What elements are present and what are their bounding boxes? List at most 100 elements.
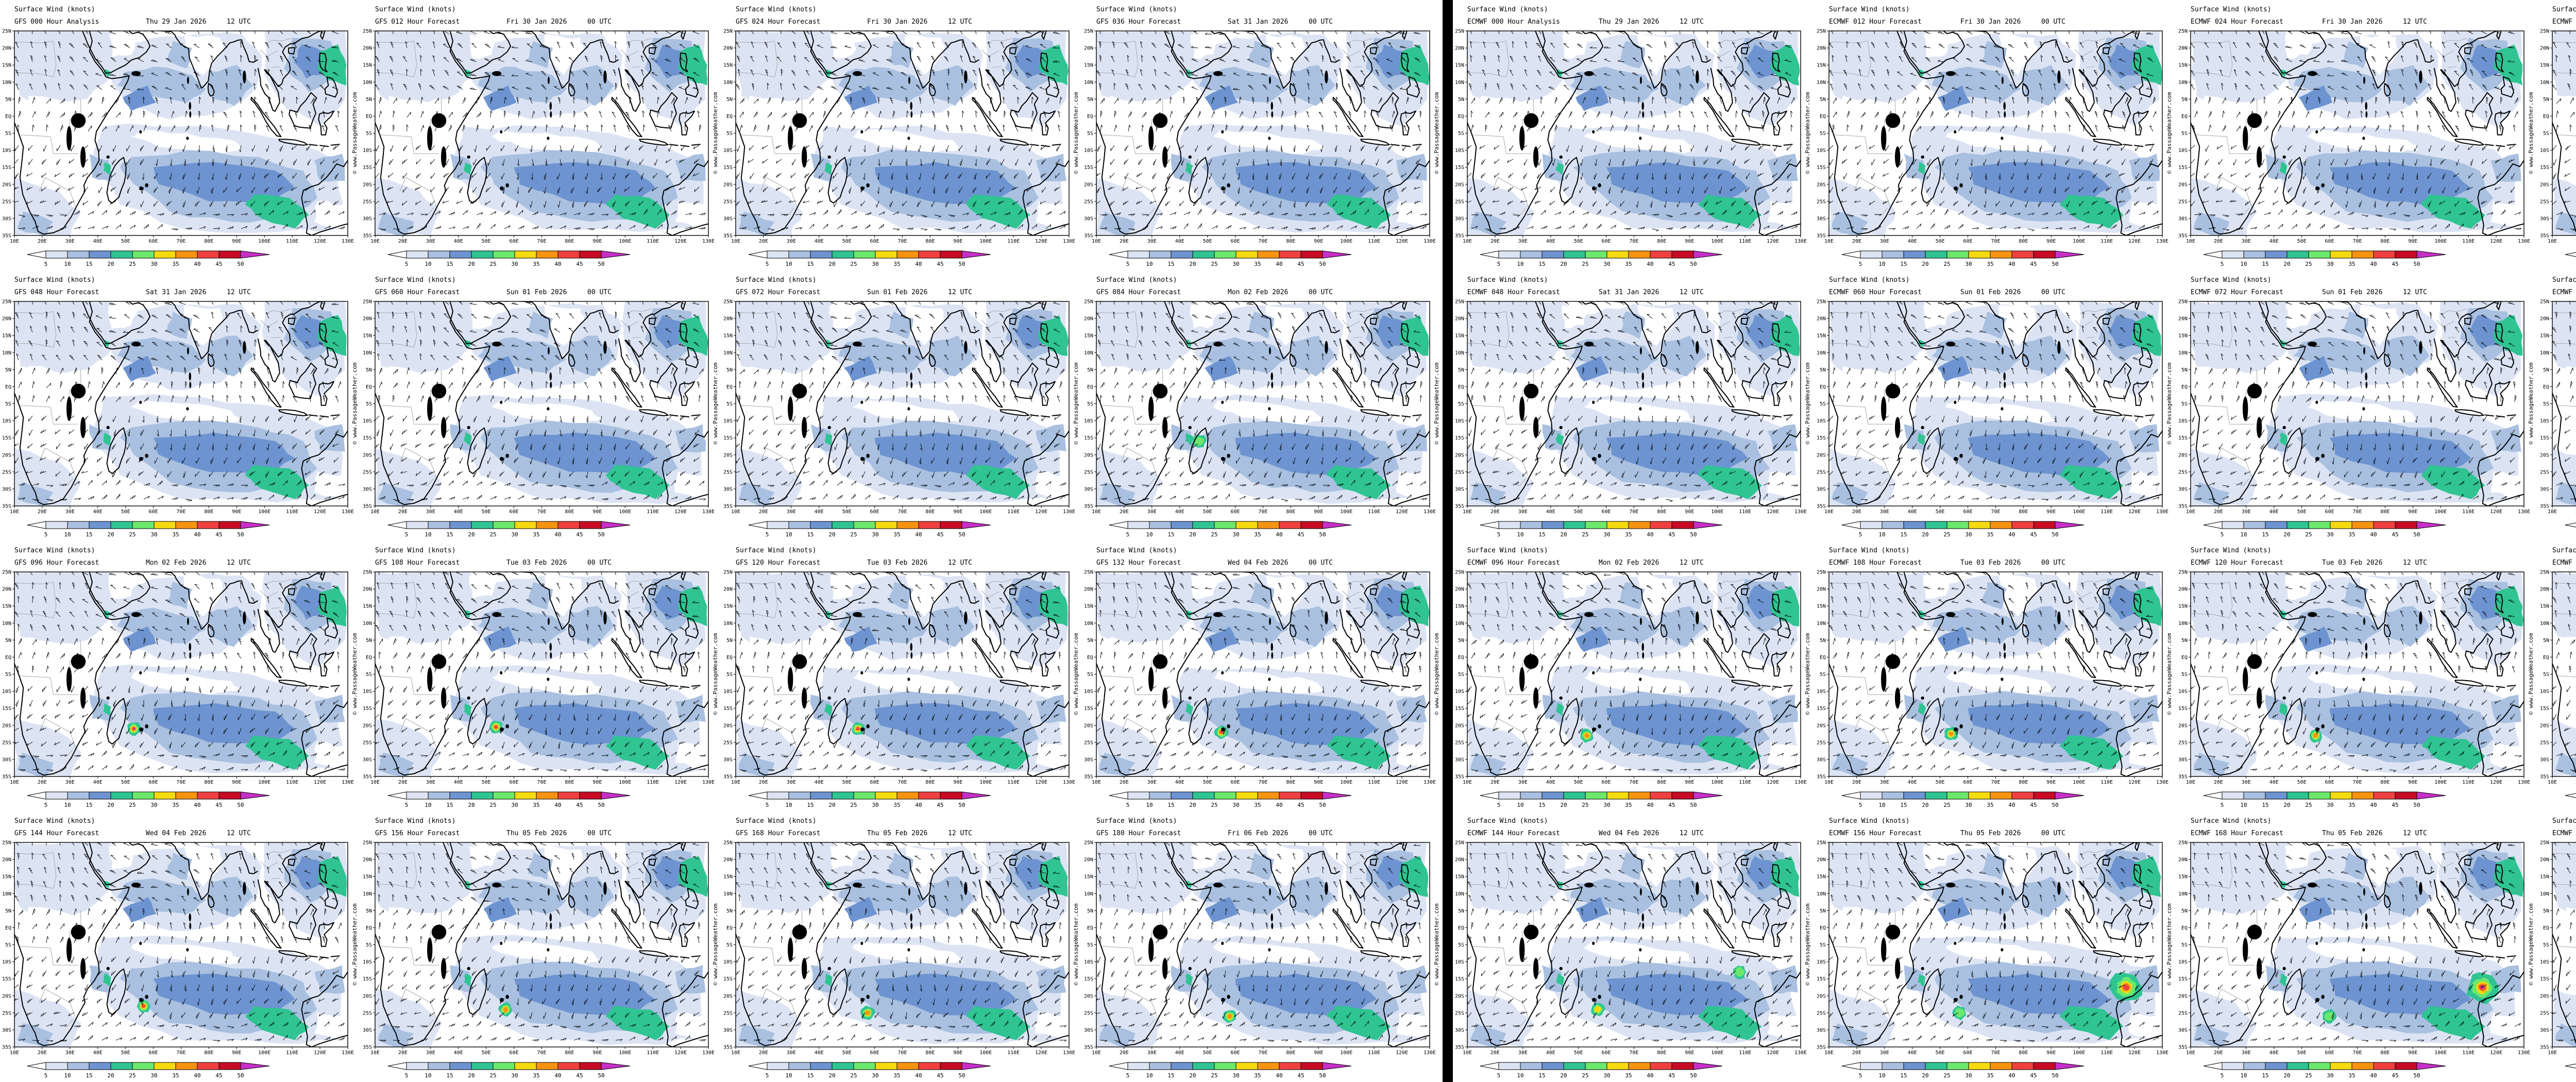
lon-label: 20E [38, 780, 47, 785]
panel-model-header: ECMWF 000 Hour Analysis [1467, 18, 1561, 26]
lon-label: 80E [2019, 780, 2028, 785]
lon-label: 30E [787, 780, 796, 785]
colorbar-cell [918, 250, 941, 259]
lon-label: 30E [1880, 509, 1889, 515]
copyright-watermark: © www.PassageWeather.com [351, 633, 358, 715]
lon-label: 70E [1629, 509, 1638, 515]
panel-valid-date: Thu 29 Jan 2026 [1599, 18, 1659, 26]
colorbar-cell [1628, 521, 1651, 529]
map-layers [14, 31, 348, 235]
axis-ticks [1465, 30, 1801, 238]
lon-label: 80E [1657, 239, 1666, 244]
lat-label: 10S [2, 148, 11, 154]
colorbar-cell [132, 521, 155, 529]
storm-ring [494, 725, 498, 729]
colorbar-under-arrow [2203, 521, 2223, 529]
lon-label: 80E [925, 509, 935, 515]
colorbar-cell [1968, 1062, 1991, 1070]
colorbar-cell [67, 791, 90, 800]
lat-label: 20N [363, 46, 372, 52]
colorbar-tick-label: 35 [2348, 1072, 2355, 1079]
colorbar-tick-label: 20 [2283, 1072, 2290, 1079]
colorbar-tick-label: 35 [533, 802, 539, 808]
colorbar-cell [1628, 250, 1651, 259]
lat-label: 10S [2540, 959, 2549, 965]
colorbar-tick-label: 20 [828, 531, 835, 538]
lon-label: 50E [1574, 239, 1583, 244]
colorbar-tick-label: 45 [2392, 802, 2398, 808]
colorbar-over-arrow [240, 521, 270, 529]
lat-label: 15S [1084, 165, 1093, 171]
wind-barbs [1467, 572, 1798, 772]
lon-label: 10E [2186, 509, 2195, 515]
lon-label: 40E [1175, 509, 1184, 515]
lon-label: 120E [1396, 239, 1408, 244]
colorbar-cell [810, 250, 833, 259]
colorbar-cell [1968, 791, 1991, 800]
lat-label: EQ [5, 384, 11, 390]
lon-label: 30E [65, 1050, 75, 1056]
lat-label: 30S [1084, 1027, 1093, 1033]
copyright-watermark: © www.PassageWeather.com [351, 92, 358, 174]
lon-label: 30E [2242, 509, 2251, 515]
storm-ring [865, 1010, 870, 1016]
colorbar-cell [1279, 791, 1301, 800]
panel-valid-time: 12 UTC [227, 559, 251, 567]
lon-label: 30E [1518, 509, 1528, 515]
lat-label: 25N [2178, 570, 2188, 576]
lat-label: 10S [2540, 418, 2549, 424]
colorbar-cell [1563, 521, 1586, 529]
lon-label: 90E [1685, 1050, 1694, 1056]
colorbar-cell [1192, 250, 1215, 259]
lat-label: 20S [1084, 182, 1093, 188]
lat-label: 25S [2, 469, 11, 475]
colorbar-cell [1990, 521, 2012, 529]
coastlines [14, 301, 348, 506]
lon-label: 60E [1231, 509, 1240, 515]
lon-label: 20E [1490, 239, 1500, 244]
lat-label: 35S [723, 504, 733, 510]
lon-label: 70E [1258, 239, 1267, 244]
lat-label: 25S [2540, 1010, 2549, 1016]
lat-label: 15S [1084, 976, 1093, 982]
lat-label: 20N [1817, 316, 1826, 322]
lon-label: 90E [232, 509, 241, 515]
lat-label: 5N [1458, 97, 1464, 103]
colorbar-tick-label: 45 [215, 802, 222, 808]
lon-label: 70E [1991, 239, 2000, 244]
lon-label: 110E [1007, 509, 1020, 515]
colorbar-tick-label: 25 [1582, 261, 1588, 267]
lat-label: 10N [363, 891, 372, 897]
colorbar-cell [1585, 791, 1607, 800]
lat-label: 10N [1817, 350, 1826, 356]
lat-label: 5N [2543, 638, 2549, 644]
lat-label: 20N [2178, 316, 2188, 322]
colorbar-cell [2286, 521, 2309, 529]
lon-label: 80E [204, 509, 213, 515]
lat-label: 10N [1455, 891, 1464, 897]
colorbar-cell [493, 1062, 515, 1070]
lat-label: 25N [1455, 570, 1464, 576]
colorbar-cell [2243, 791, 2266, 800]
lat-label: 15N [723, 874, 733, 880]
lat-label: EQ [1458, 655, 1464, 661]
colorbar-tick-label: 10 [1878, 1072, 1885, 1079]
colorbar-tick-label: 5 [1859, 1072, 1862, 1079]
lat-label: 20N [2540, 857, 2549, 863]
lat-label: 30S [363, 1027, 372, 1033]
panel-valid-time: 12 UTC [1680, 289, 1704, 296]
lon-label: 100E [258, 239, 270, 244]
lat-label: 5N [726, 908, 733, 914]
lon-label: 10E [2548, 780, 2557, 785]
colorbar-over-arrow [2055, 791, 2084, 800]
colorbar-over-arrow [1322, 791, 1352, 800]
map-layers [736, 31, 1069, 235]
lat-label: 25S [2, 1010, 11, 1016]
lat-label: 25N [2178, 29, 2188, 35]
lat-label: 5S [5, 672, 11, 678]
colorbar-cell [218, 521, 241, 529]
